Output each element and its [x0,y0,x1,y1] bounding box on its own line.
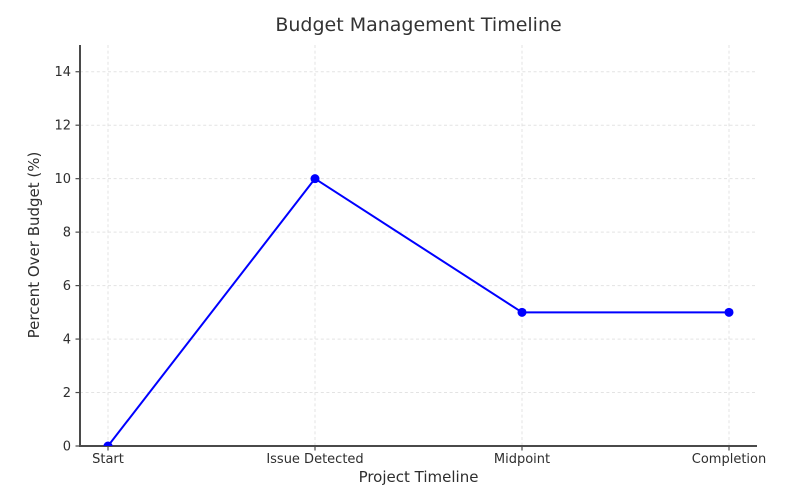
data-line [107,177,730,446]
data-point-marker [310,174,320,184]
x-tick-label: Start [92,452,124,467]
y-tick-label: 14 [54,65,71,80]
y-axis-label: Percent Over Budget (%) [25,151,43,339]
y-tick-label: 10 [54,172,71,187]
y-tick-label: 8 [63,226,71,241]
y-tick-label: 12 [54,119,71,134]
x-tick-label: Completion [692,452,766,467]
y-tick-label: 2 [63,386,71,401]
y-tick-label: 6 [63,279,71,294]
data-point-marker [517,307,527,317]
data-series [103,174,734,446]
x-tick-label: Issue Detected [266,452,363,467]
x-axis-label: Project Timeline [358,468,479,486]
y-tick-label: 4 [63,333,71,348]
y-tick-label: 0 [63,440,71,455]
tick-marks [75,71,730,451]
tick-labels: 0 2 4 6 8 10 12 14 Start Issue Detected Midpoint Co… [54,65,766,467]
axis-spines [79,45,757,447]
data-point-marker [724,307,734,317]
data-point-marker [103,441,113,446]
x-tick-label: Midpoint [494,452,550,467]
chart-title: Budget Management Timeline [275,14,562,36]
